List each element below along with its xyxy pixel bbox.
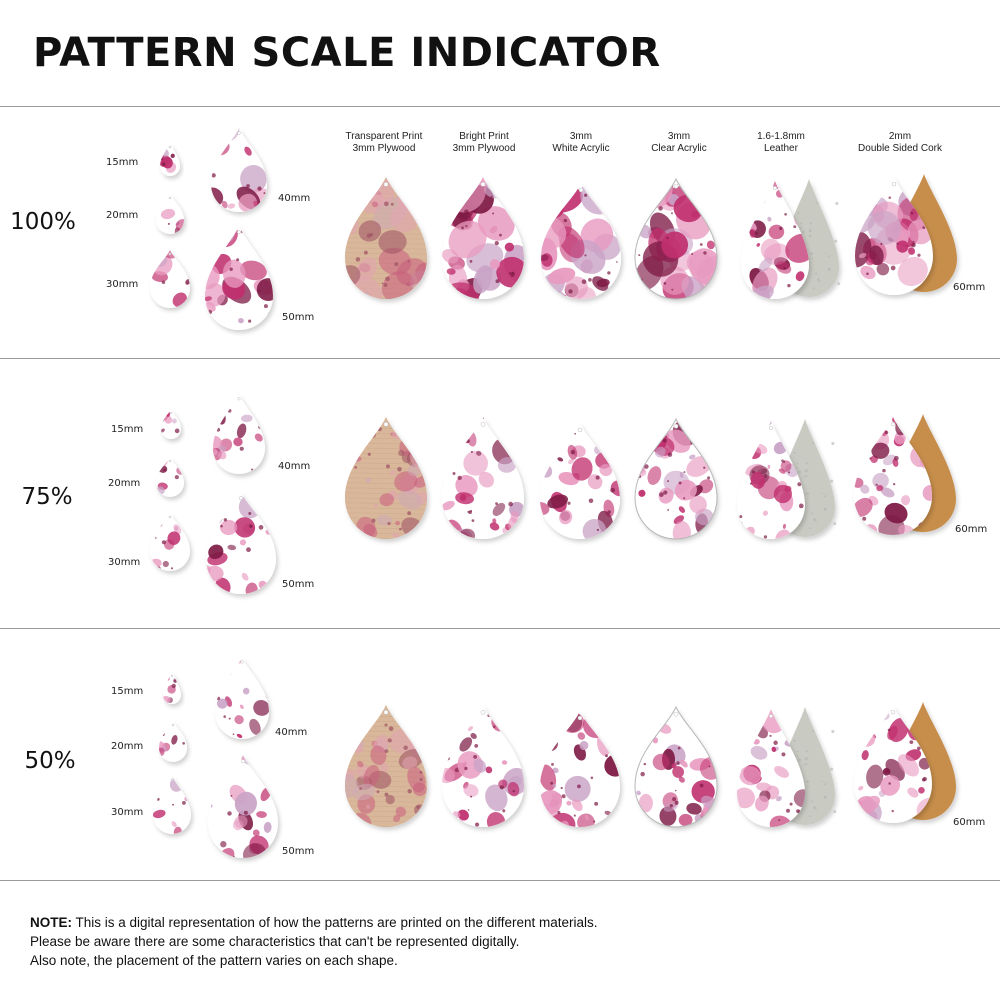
size-label-60mm: 60mm xyxy=(955,524,988,535)
material-label-cork: 2mm Double Sided Cork xyxy=(858,131,942,154)
divider xyxy=(0,358,1000,359)
earring-white-acrylic xyxy=(541,183,621,299)
note-block: NOTE: This is a digital representation o… xyxy=(30,913,598,970)
size-label-30mm: 30mm xyxy=(111,807,144,818)
earring-bright-plywood xyxy=(442,705,524,827)
size-label-40mm: 40mm xyxy=(278,461,311,472)
divider xyxy=(0,106,1000,107)
size-sample-earring xyxy=(161,409,181,439)
earring-transparent-plywood xyxy=(345,177,427,299)
material-label-leather: 1.6-1.8mm Leather xyxy=(757,131,805,154)
earring-white-acrylic xyxy=(540,423,620,539)
material-label-clear-acrylic: 3mm Clear Acrylic xyxy=(651,131,707,154)
size-label-50mm: 50mm xyxy=(282,846,315,857)
earring-leather xyxy=(741,181,809,299)
size-label-60mm: 60mm xyxy=(953,282,986,293)
size-label-15mm: 15mm xyxy=(111,424,144,435)
earring-bright-plywood xyxy=(442,417,524,539)
divider xyxy=(0,880,1000,881)
size-sample-earring xyxy=(150,513,190,571)
earring-cork xyxy=(854,705,932,823)
earring-transparent-plywood xyxy=(345,705,427,827)
note-line-1: This is a digital representation of how … xyxy=(75,915,598,930)
note-line-3: Also note, the placement of the pattern … xyxy=(30,953,398,968)
size-sample-earring xyxy=(213,394,265,474)
size-label-60mm: 60mm xyxy=(953,817,986,828)
note-line-2: Please be aware there are some character… xyxy=(30,934,520,949)
earring-clear-acrylic xyxy=(634,177,718,300)
size-sample-earring xyxy=(156,457,184,497)
earring-transparent-plywood xyxy=(345,417,427,539)
size-sample-earring xyxy=(211,128,267,212)
size-sample-earring xyxy=(160,143,180,176)
size-label-40mm: 40mm xyxy=(278,193,311,204)
earring-artwork xyxy=(150,128,957,858)
size-sample-earring xyxy=(163,672,181,704)
size-sample-earring xyxy=(156,194,184,234)
material-label-transparent-plywood: Transparent Print 3mm Plywood xyxy=(345,131,423,154)
size-label-20mm: 20mm xyxy=(111,741,144,752)
scale-label-100: 100% xyxy=(10,209,76,235)
earring-clear-acrylic xyxy=(634,705,718,828)
scale-label-75: 75% xyxy=(21,484,73,510)
size-label-40mm: 40mm xyxy=(275,727,308,738)
size-label-15mm: 15mm xyxy=(111,686,144,697)
size-sample-earring xyxy=(206,492,276,594)
size-label-20mm: 20mm xyxy=(106,210,139,221)
size-sample-earring xyxy=(159,721,187,762)
note-label: NOTE: xyxy=(30,915,72,930)
earring-clear-acrylic xyxy=(634,417,718,540)
earring-leather xyxy=(737,421,805,539)
size-label-50mm: 50mm xyxy=(282,579,315,590)
size-label-50mm: 50mm xyxy=(282,312,315,323)
earring-white-acrylic xyxy=(540,711,620,827)
scale-label-50: 50% xyxy=(24,748,76,774)
size-label-20mm: 20mm xyxy=(108,478,141,489)
size-sample-earring xyxy=(215,657,269,739)
material-label-white-acrylic: 3mm White Acrylic xyxy=(552,131,610,154)
size-sample-earring xyxy=(205,226,273,330)
material-label-bright-plywood: Bright Print 3mm Plywood xyxy=(452,131,516,154)
divider xyxy=(0,628,1000,629)
earring-bright-plywood xyxy=(442,177,524,299)
size-label-15mm: 15mm xyxy=(106,157,139,168)
size-label-30mm: 30mm xyxy=(106,279,139,290)
page-title: PATTERN SCALE INDICATOR xyxy=(33,30,661,76)
size-sample-earring xyxy=(153,776,191,834)
size-sample-earring xyxy=(208,755,278,858)
size-sample-earring xyxy=(150,250,190,308)
size-label-30mm: 30mm xyxy=(108,557,141,568)
